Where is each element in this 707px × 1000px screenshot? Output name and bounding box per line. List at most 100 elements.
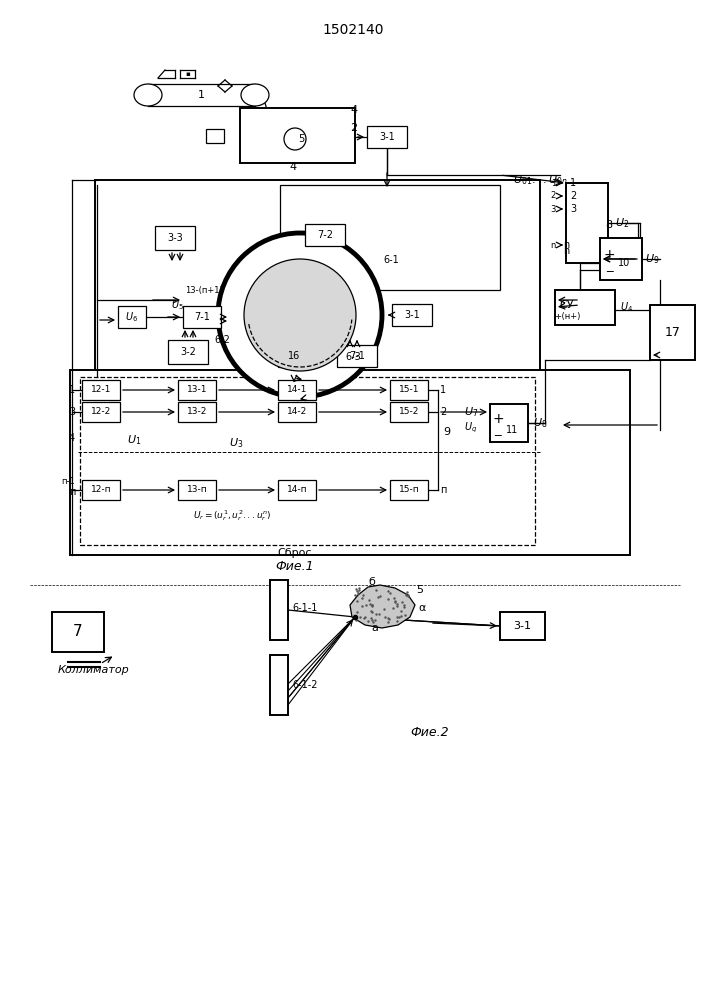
FancyBboxPatch shape — [240, 108, 355, 163]
Text: ─: ─ — [606, 266, 612, 276]
FancyBboxPatch shape — [390, 402, 428, 422]
Text: 6-1-1: 6-1-1 — [292, 603, 317, 613]
Text: 13-п: 13-п — [187, 486, 207, 494]
Text: 2: 2 — [570, 191, 576, 201]
Text: Сброс: Сброс — [278, 548, 312, 558]
FancyBboxPatch shape — [392, 304, 432, 326]
FancyBboxPatch shape — [650, 305, 695, 360]
Text: $U_q$: $U_q$ — [464, 421, 478, 435]
Text: 3-3: 3-3 — [167, 233, 183, 243]
Text: 6-3: 6-3 — [345, 352, 361, 362]
Text: 13-1: 13-1 — [187, 385, 207, 394]
Text: 1: 1 — [197, 90, 204, 100]
Text: 6-2: 6-2 — [214, 335, 230, 345]
FancyBboxPatch shape — [367, 126, 407, 148]
Text: б: б — [368, 577, 375, 587]
FancyBboxPatch shape — [278, 380, 316, 400]
Text: 2: 2 — [440, 407, 446, 417]
Text: 7-2: 7-2 — [317, 230, 333, 240]
FancyBboxPatch shape — [270, 655, 288, 715]
Text: 8: 8 — [605, 220, 612, 230]
Circle shape — [284, 128, 306, 150]
Text: 12-1: 12-1 — [90, 385, 111, 394]
FancyBboxPatch shape — [118, 306, 146, 328]
FancyBboxPatch shape — [280, 185, 500, 290]
Text: 5: 5 — [298, 134, 304, 144]
Text: 13-(п+1): 13-(п+1) — [185, 286, 223, 294]
FancyBboxPatch shape — [82, 480, 120, 500]
Text: $U_6$: $U_6$ — [125, 310, 139, 324]
Text: 3-1: 3-1 — [379, 132, 395, 142]
Text: $U_4$: $U_4$ — [620, 300, 633, 314]
FancyBboxPatch shape — [305, 224, 345, 246]
Text: $U_7$: $U_7$ — [464, 405, 478, 419]
Text: 3: 3 — [570, 204, 576, 214]
FancyBboxPatch shape — [168, 340, 208, 364]
FancyBboxPatch shape — [390, 480, 428, 500]
Text: 6-1-2: 6-1-2 — [292, 680, 317, 690]
Text: а: а — [372, 623, 378, 633]
Text: 15-1: 15-1 — [399, 385, 419, 394]
Text: п: п — [69, 487, 75, 497]
Text: 7-1: 7-1 — [194, 312, 210, 322]
FancyBboxPatch shape — [278, 480, 316, 500]
Text: 3: 3 — [551, 205, 556, 214]
Text: 7-1: 7-1 — [349, 351, 365, 361]
Text: $U_5$: $U_5$ — [170, 298, 183, 312]
FancyBboxPatch shape — [390, 380, 428, 400]
Text: 12-п: 12-п — [90, 486, 111, 494]
FancyBboxPatch shape — [82, 380, 120, 400]
Text: Фие.2: Фие.2 — [411, 726, 450, 738]
Text: α: α — [418, 603, 426, 613]
FancyBboxPatch shape — [80, 377, 535, 545]
Text: $U_r = (u_r^1, u_r^2 ... u_r^n)$: $U_r = (u_r^1, u_r^2 ... u_r^n)$ — [193, 509, 271, 523]
FancyBboxPatch shape — [178, 402, 216, 422]
Text: 3: 3 — [69, 407, 75, 417]
FancyBboxPatch shape — [82, 402, 120, 422]
Text: +: + — [492, 412, 504, 426]
FancyBboxPatch shape — [178, 480, 216, 500]
Text: 3-1: 3-1 — [404, 310, 420, 320]
Text: 13-2: 13-2 — [187, 408, 207, 416]
Text: $U_{01}...U_{0n}$: $U_{01}...U_{0n}$ — [513, 173, 568, 187]
Text: 16: 16 — [288, 351, 300, 361]
Text: +: + — [603, 248, 615, 262]
Text: 17: 17 — [665, 326, 680, 339]
Text: $U_3$: $U_3$ — [229, 436, 243, 450]
Polygon shape — [350, 585, 415, 628]
Text: CУ: CУ — [560, 300, 574, 310]
Text: 9: 9 — [443, 427, 450, 437]
FancyBboxPatch shape — [52, 612, 104, 652]
Text: 5: 5 — [416, 585, 423, 595]
FancyBboxPatch shape — [555, 290, 615, 325]
Text: $U_2$: $U_2$ — [615, 216, 629, 230]
Text: 15-2: 15-2 — [399, 408, 419, 416]
Text: $U_1$: $U_1$ — [127, 433, 141, 447]
Text: 1502140: 1502140 — [322, 23, 384, 37]
Text: 14-1: 14-1 — [287, 385, 307, 394]
Text: 12-2: 12-2 — [91, 408, 111, 416]
FancyBboxPatch shape — [178, 380, 216, 400]
Text: 4: 4 — [69, 433, 75, 443]
FancyBboxPatch shape — [337, 345, 377, 367]
FancyBboxPatch shape — [95, 180, 540, 380]
FancyBboxPatch shape — [278, 345, 310, 367]
Circle shape — [244, 259, 356, 371]
Text: 14-2: 14-2 — [287, 408, 307, 416]
Text: 4: 4 — [350, 105, 357, 115]
Text: n: n — [563, 246, 569, 256]
FancyBboxPatch shape — [500, 612, 545, 640]
Text: 3-2: 3-2 — [180, 347, 196, 357]
FancyBboxPatch shape — [183, 306, 221, 328]
Text: Фие.1: Фие.1 — [276, 560, 315, 574]
FancyBboxPatch shape — [270, 580, 288, 640]
Ellipse shape — [241, 84, 269, 106]
Text: 14-п: 14-п — [286, 486, 308, 494]
Text: ▪: ▪ — [186, 71, 190, 77]
Text: 10: 10 — [618, 258, 630, 268]
FancyBboxPatch shape — [278, 402, 316, 422]
Text: 2: 2 — [350, 123, 357, 133]
Text: 1: 1 — [440, 385, 446, 395]
FancyBboxPatch shape — [600, 238, 642, 280]
Text: п: п — [440, 485, 446, 495]
